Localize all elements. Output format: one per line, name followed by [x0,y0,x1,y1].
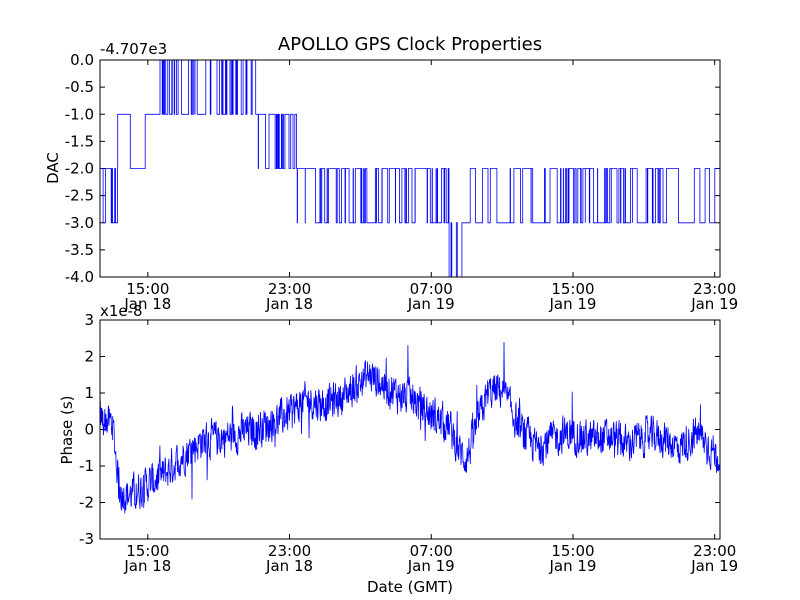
phase-xtick-time-label: 07:00 [410,542,453,560]
phase-axes-background [100,320,720,539]
dac-ytick-label: -1.0 [65,105,94,123]
phase-ytick-label: -3 [79,530,94,548]
dac-ytick-label: -2.0 [65,160,94,178]
dac-xtick-date-label: Jan 19 [690,295,738,313]
dac-xtick-date-label: Jan 19 [407,295,455,313]
dac-ytick-label: -3.0 [65,214,94,232]
dac-series-line [100,60,720,277]
dac-xtick-time-label: 07:00 [410,280,453,298]
phase-ytick-label: 2 [84,348,94,366]
phase-xtick-time-label: 15:00 [551,542,594,560]
phase-xtick-date-label: Jan 19 [548,557,596,575]
dac-xtick-date-label: Jan 18 [123,295,171,313]
dac-ytick-label: 0.0 [70,51,94,69]
dac-ytick-label: -3.5 [65,241,94,259]
dac-xtick-time-label: 15:00 [551,280,594,298]
chart-title: APOLLO GPS Clock Properties [278,34,542,55]
phase-xtick-time-label: 15:00 [126,542,169,560]
phase-xtick-time-label: 23:00 [268,542,311,560]
dac-y-axis-label: DAC [44,152,62,184]
phase-xtick-date-label: Jan 18 [123,557,171,575]
dac-xtick-time-label: 15:00 [126,280,169,298]
dac-xtick-time-label: 23:00 [693,280,736,298]
phase-xtick-date-label: Jan 19 [407,557,455,575]
dac-ticks: 0.0 -0.5 -1.0 -1.5 -2.0 -2.5 -3.0 -3.5 -4.0 15:00… [65,51,738,313]
phase-offset-label: x1e-8 [100,302,143,320]
dac-ytick-label: -0.5 [65,78,94,96]
dac-panel: 0.0 -0.5 -1.0 -1.5 -2.0 -2.5 -3.0 -3.5 -4.0 15:00… [44,40,738,313]
dac-ytick-label: -4.0 [65,268,94,286]
phase-ytick-label: 0 [84,421,94,439]
dac-axes-frame [99,59,721,278]
dac-xtick-date-label: Jan 19 [548,295,596,313]
phase-axes-frame [99,319,721,540]
dac-xtick-time-label: 23:00 [268,280,311,298]
dac-ytick-label: -2.5 [65,187,94,205]
phase-xtick-date-label: Jan 18 [265,557,313,575]
dac-xtick-date-label: Jan 18 [265,295,313,313]
phase-ytick-label: 3 [84,311,94,329]
phase-y-axis-label: Phase (s) [58,395,76,464]
phase-series-line [100,341,720,514]
phase-x-axis-label: Date (GMT) [367,578,453,596]
phase-xtick-time-label: 23:00 [693,542,736,560]
phase-ytick-label: -2 [79,494,94,512]
dac-offset-label: -4.707e3 [100,40,167,58]
phase-ytick-label: 1 [84,384,94,402]
phase-xtick-date-label: Jan 19 [690,557,738,575]
dac-ytick-label: -1.5 [65,132,94,150]
phase-ytick-label: -1 [79,457,94,475]
